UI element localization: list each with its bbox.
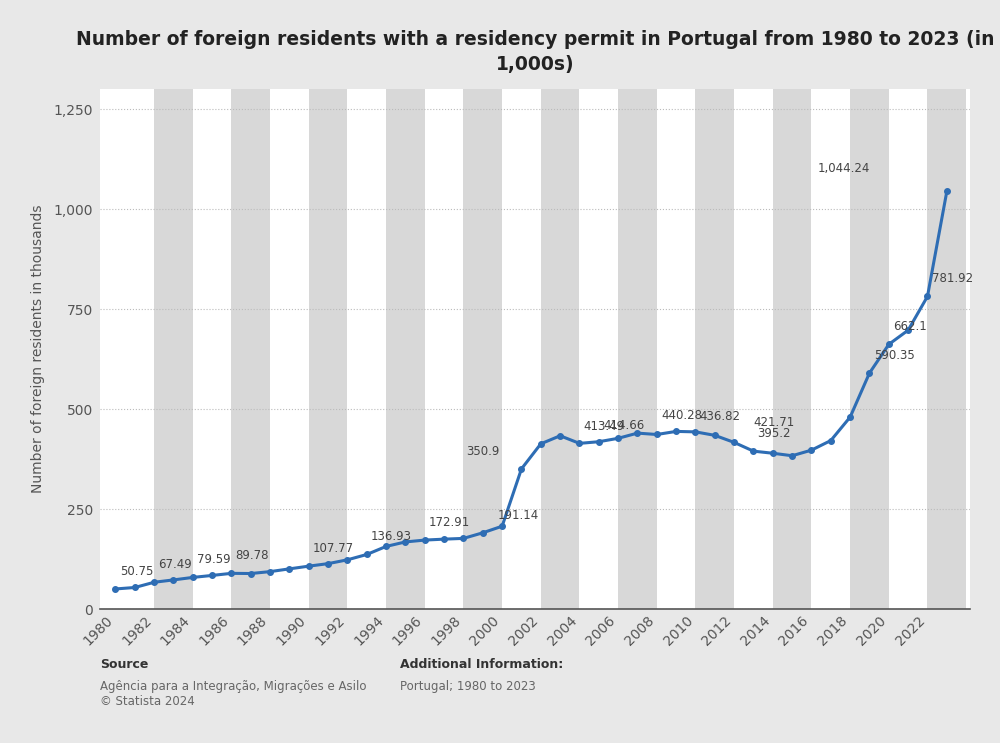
Text: 107.77: 107.77 (313, 542, 354, 555)
Text: 67.49: 67.49 (158, 558, 192, 571)
Title: Number of foreign residents with a residency permit in Portugal from 1980 to 202: Number of foreign residents with a resid… (76, 30, 994, 74)
Text: 79.59: 79.59 (197, 554, 231, 566)
Text: 662.1: 662.1 (893, 320, 927, 334)
Y-axis label: Number of foreign residents in thousands: Number of foreign residents in thousands (31, 205, 45, 493)
Bar (618, 89, 657, 609)
Text: 191.14: 191.14 (498, 509, 539, 522)
Bar (463, 89, 502, 609)
Text: 436.82: 436.82 (700, 410, 741, 424)
Text: 421.71: 421.71 (753, 416, 795, 429)
Text: 590.35: 590.35 (874, 349, 914, 362)
Bar (231, 89, 270, 609)
Text: Additional Information:: Additional Information: (400, 658, 563, 670)
Text: 414.66: 414.66 (603, 419, 644, 432)
Bar (695, 89, 734, 609)
Bar (541, 89, 579, 609)
Text: Portugal; 1980 to 2023: Portugal; 1980 to 2023 (400, 680, 536, 692)
Bar (850, 89, 889, 609)
Text: 136.93: 136.93 (371, 531, 412, 543)
Text: 413.49: 413.49 (584, 420, 625, 432)
Text: 1,044.24: 1,044.24 (818, 162, 870, 175)
Bar (309, 89, 347, 609)
Text: 50.75: 50.75 (120, 565, 153, 578)
Bar (386, 89, 425, 609)
Text: 350.9: 350.9 (466, 445, 499, 458)
Text: 395.2: 395.2 (758, 427, 791, 440)
Text: 172.91: 172.91 (429, 516, 470, 529)
Bar (773, 89, 811, 609)
Bar (927, 89, 966, 609)
Text: Source: Source (100, 658, 148, 670)
Text: 440.28: 440.28 (661, 409, 702, 422)
Text: 781.92: 781.92 (932, 273, 973, 285)
Text: Agência para a Integração, Migrações e Asilo
© Statista 2024: Agência para a Integração, Migrações e A… (100, 680, 366, 708)
Text: 89.78: 89.78 (236, 549, 269, 562)
Bar (154, 89, 193, 609)
